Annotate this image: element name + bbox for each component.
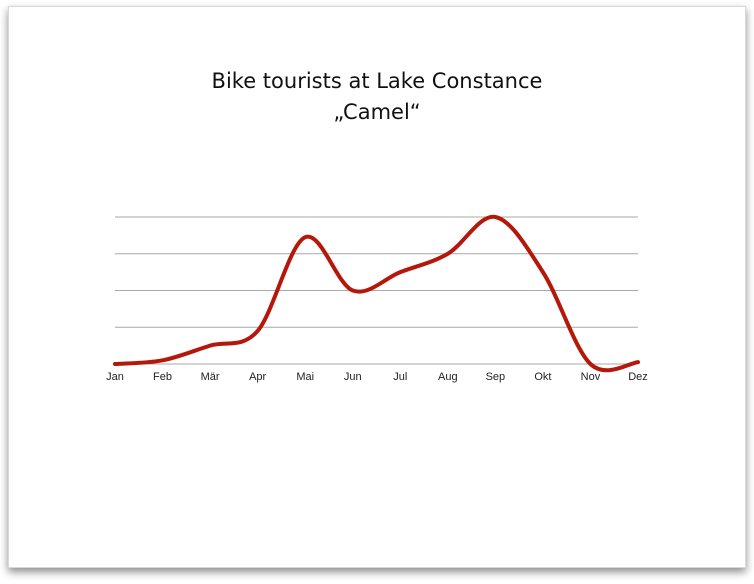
x-tick-label: Nov (581, 371, 601, 383)
x-tick-label: Okt (534, 371, 551, 383)
x-tick-label: Sep (486, 371, 506, 383)
x-tick-label: Jan (106, 371, 124, 383)
x-tick-label: Apr (249, 371, 266, 383)
x-tick-label: Dez (628, 371, 648, 383)
line (113, 214, 640, 373)
x-tick-label: Aug (438, 371, 458, 383)
x-tick-label: Mär (201, 371, 220, 383)
x-tick-label: Jun (344, 371, 362, 383)
chart-subtitle: „Camel“ (333, 100, 420, 124)
x-tick-label: Jul (393, 371, 407, 383)
chart-title: Bike tourists at Lake Constance (212, 69, 543, 93)
x-tick-label: Feb (153, 371, 172, 383)
x-tick-label: Mai (296, 371, 314, 383)
